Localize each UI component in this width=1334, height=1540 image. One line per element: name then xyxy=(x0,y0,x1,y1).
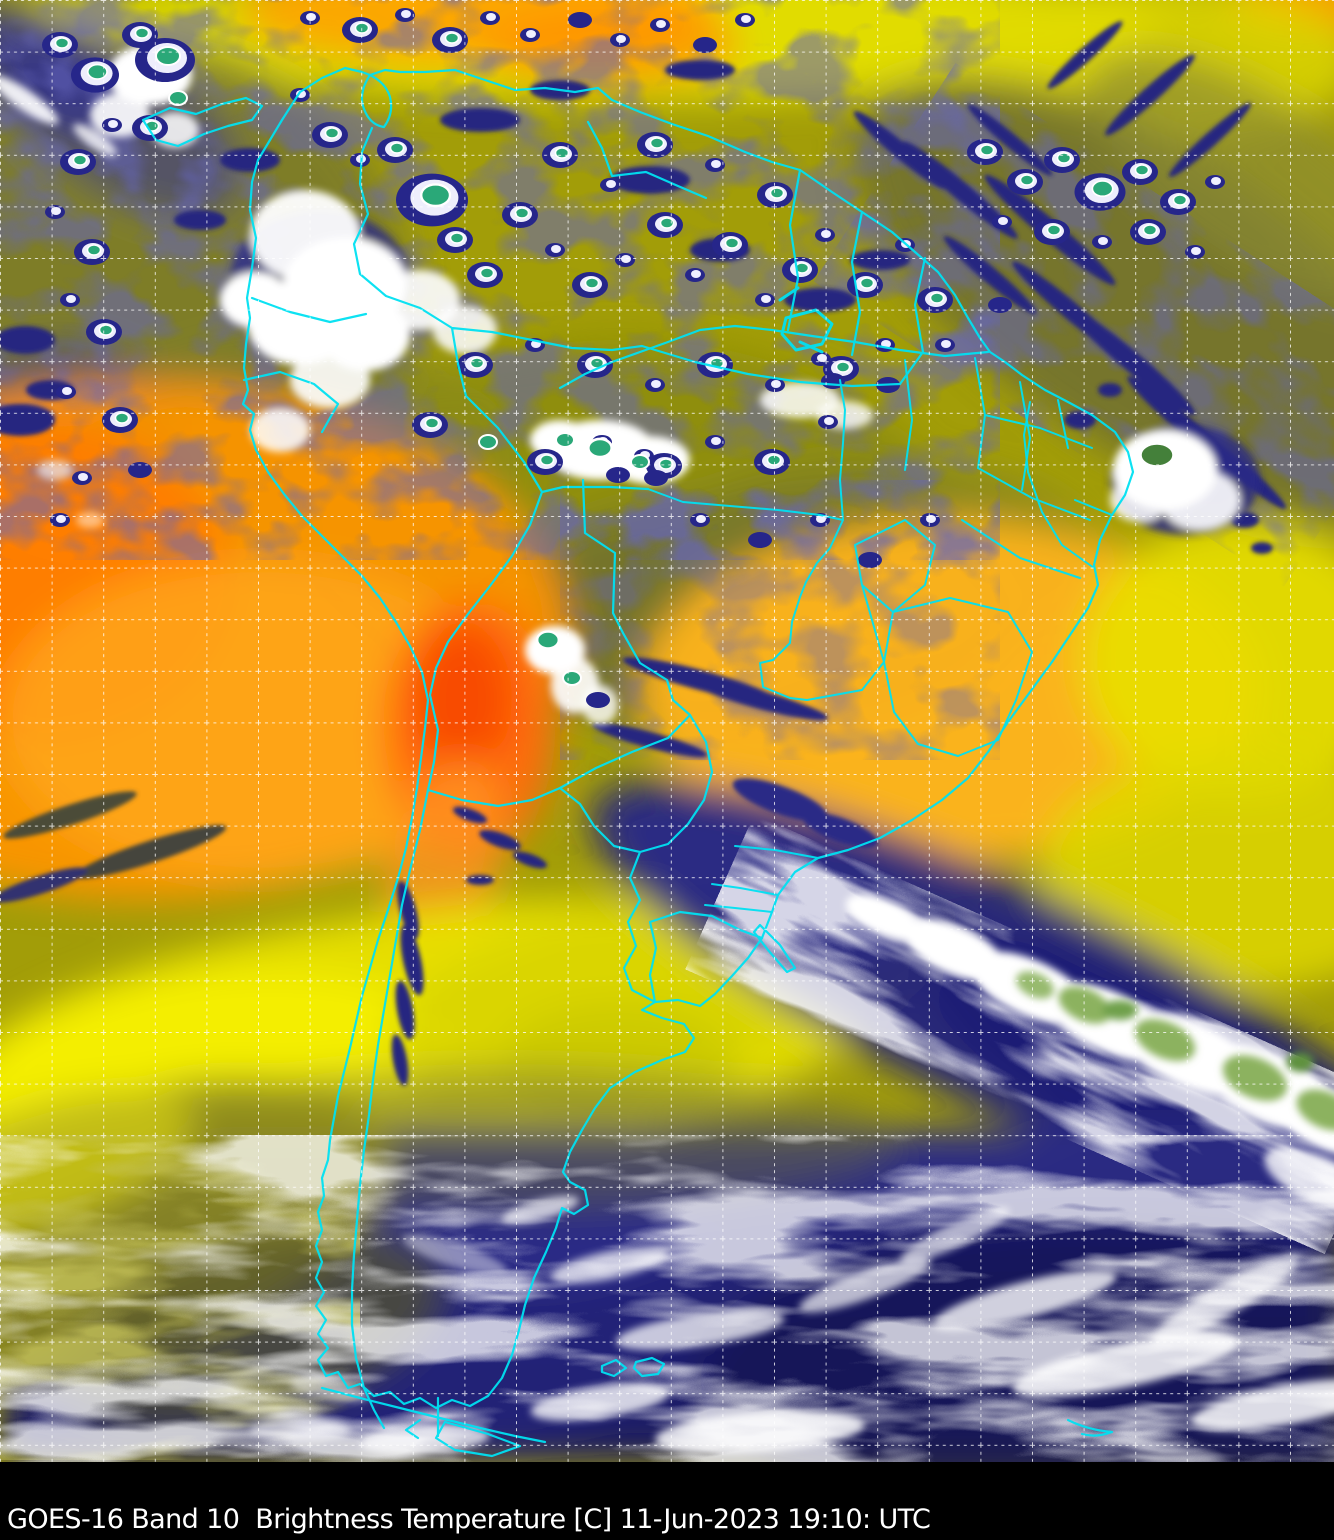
latlon-grid xyxy=(0,0,1334,1462)
caption-text: GOES-16 Band 10 Brightness Temperature [… xyxy=(7,1504,931,1535)
satellite-map xyxy=(0,0,1334,1462)
caption-bar: GOES-16 Band 10 Brightness Temperature [… xyxy=(0,1462,1334,1540)
